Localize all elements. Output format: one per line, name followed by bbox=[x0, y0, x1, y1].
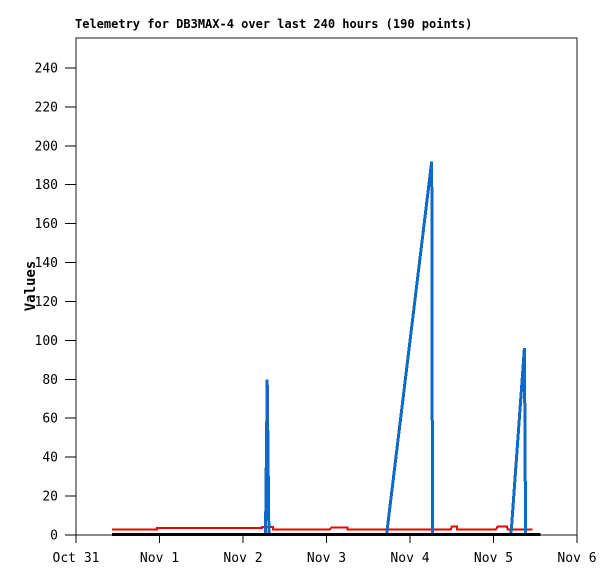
y-tick-label: 200 bbox=[35, 139, 58, 154]
x-tick-label: Nov 6 bbox=[557, 551, 596, 566]
y-tick-label: 140 bbox=[35, 256, 58, 271]
x-tick-label: Nov 5 bbox=[474, 551, 513, 566]
x-tick-label: Nov 2 bbox=[223, 551, 262, 566]
x-tick-label: Nov 4 bbox=[390, 551, 429, 566]
y-tick-label: 80 bbox=[42, 373, 58, 388]
y-tick-label: 60 bbox=[42, 412, 58, 427]
y-tick-label: 40 bbox=[42, 451, 58, 466]
y-tick-label: 220 bbox=[35, 100, 58, 115]
x-tick-label: Nov 3 bbox=[307, 551, 346, 566]
y-tick-label: 240 bbox=[35, 61, 58, 76]
x-tick-label: Nov 1 bbox=[140, 551, 179, 566]
series-blue-spikes bbox=[111, 161, 536, 536]
y-tick-label: 120 bbox=[35, 295, 58, 310]
y-tick-label: 100 bbox=[35, 334, 58, 349]
y-tick-label: 0 bbox=[50, 529, 58, 544]
y-tick-label: 20 bbox=[42, 490, 58, 505]
x-tick-label: Oct 31 bbox=[53, 551, 100, 566]
chart-title: Telemetry for DB3MAX-4 over last 240 hou… bbox=[75, 17, 473, 31]
series-red-baseline bbox=[111, 525, 533, 531]
y-tick-label: 160 bbox=[35, 217, 58, 232]
plot-border bbox=[75, 37, 578, 536]
y-tick-label: 180 bbox=[35, 178, 58, 193]
